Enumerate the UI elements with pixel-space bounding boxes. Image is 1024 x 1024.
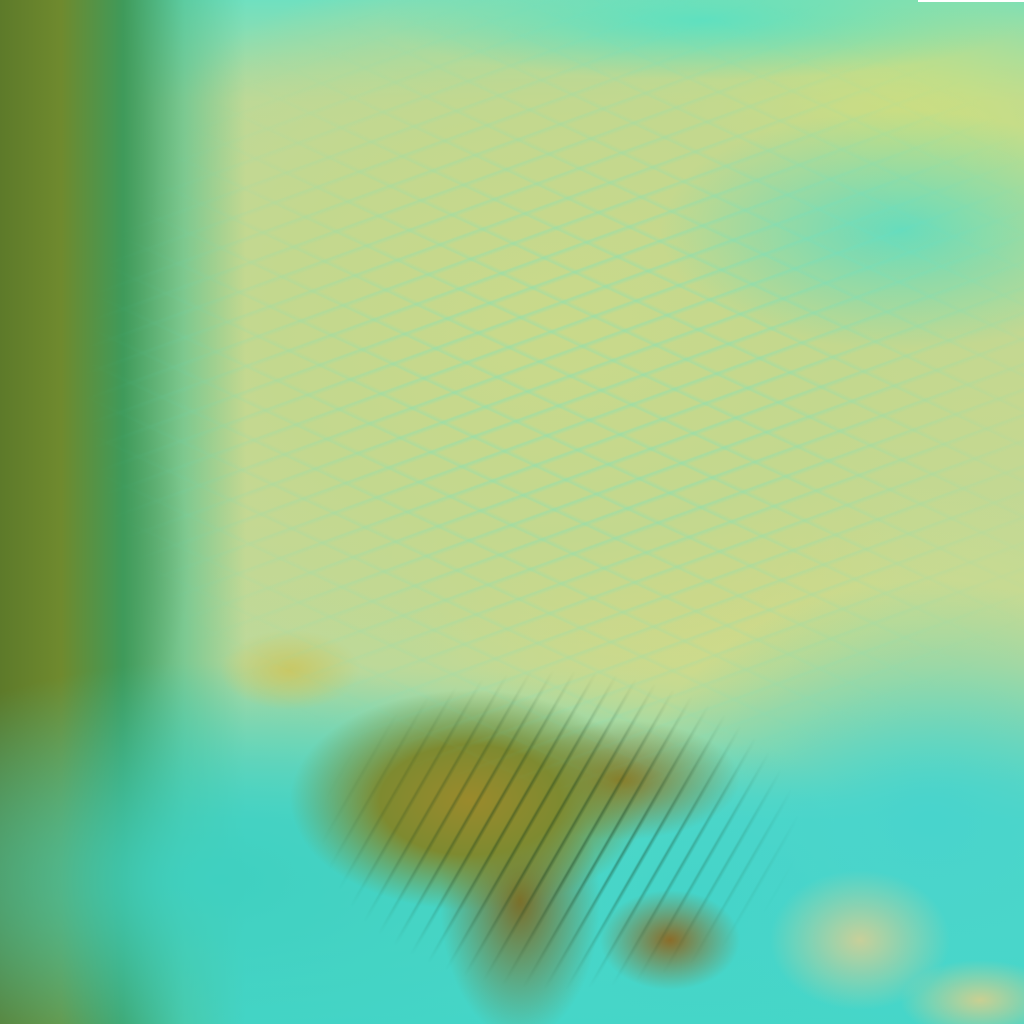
image-edge-strip bbox=[918, 0, 1024, 2]
